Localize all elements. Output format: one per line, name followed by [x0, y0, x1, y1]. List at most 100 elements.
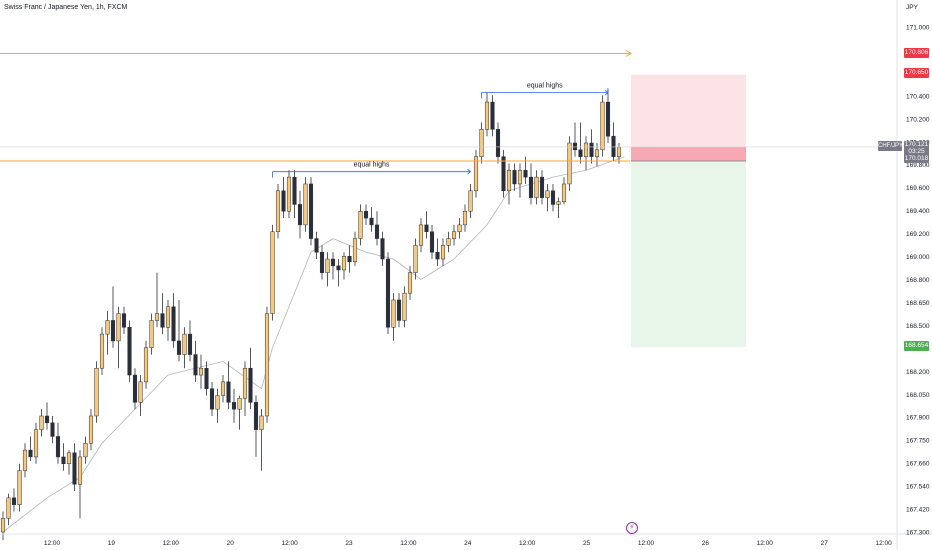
candle-body [589, 142, 594, 157]
candle-body [270, 231, 275, 314]
price-tick-label: 171.000 [906, 25, 930, 32]
price-tick-label: 167.540 [906, 484, 930, 491]
resistance-arrow [625, 50, 632, 57]
candle-body [22, 449, 28, 471]
candle-body [39, 415, 44, 430]
candle-body [127, 327, 132, 376]
candle-body [578, 149, 583, 157]
time-tick-label: 12:00 [757, 540, 774, 547]
candle-body [336, 265, 341, 271]
candle-body [33, 429, 39, 458]
candle-body [55, 436, 61, 458]
candle-body [11, 497, 17, 505]
symbol-label: CHF/JPY [878, 141, 904, 151]
candle-body [231, 402, 237, 410]
candle-body [105, 320, 110, 335]
candle-body [385, 258, 391, 328]
candle-body [314, 238, 319, 253]
candle-body [556, 201, 561, 205]
candle-body [528, 176, 534, 198]
candle-body [165, 306, 171, 328]
price-tick-label: 167.750 [906, 438, 930, 445]
candle-body [182, 333, 187, 355]
candle-body [391, 299, 396, 328]
price-lines: equal highs equal highs [0, 50, 897, 178]
current-price-label: 170.121 [904, 141, 929, 148]
candle-body [495, 129, 501, 157]
candle-body [545, 190, 550, 198]
moving-average-line [2, 156, 625, 533]
candle-body [281, 190, 286, 212]
candle-body [402, 292, 407, 321]
candle-body [286, 176, 292, 212]
candle-body [512, 170, 517, 185]
current-loss-zone [631, 146, 746, 162]
candle-body [435, 251, 440, 260]
candle-body [6, 497, 11, 519]
candle-body [583, 142, 589, 157]
candle-body [61, 456, 66, 465]
candle-body [567, 142, 572, 185]
candle-body [77, 456, 83, 485]
time-tick-label: 12:00 [400, 540, 417, 547]
candle-body [490, 101, 495, 130]
candle-body [297, 204, 303, 226]
candle-body [616, 146, 622, 157]
candle-body [534, 176, 539, 198]
lightning-icon[interactable]: ⚡ [626, 522, 638, 534]
entry-price-label: 170.018 [904, 155, 929, 162]
candle-body [242, 367, 248, 399]
time-tick-label: 23 [345, 540, 353, 547]
candle-body [303, 183, 308, 226]
price-tick-label: 168.650 [906, 300, 930, 307]
candle-body [457, 224, 462, 232]
equal-highs-arrow [467, 168, 472, 175]
time-tick-label: 12:00 [875, 540, 892, 547]
candle-body [501, 156, 506, 192]
candle-body [198, 367, 204, 376]
candle-body [259, 415, 264, 430]
candle-body [600, 101, 605, 151]
candle-body [193, 354, 198, 376]
time-tick-label: 19 [108, 540, 116, 547]
candle-body [264, 313, 270, 417]
price-tick-label: 167.420 [906, 507, 930, 514]
price-tick-label: 170.400 [906, 93, 930, 100]
price-tick-label: 168.800 [906, 277, 930, 284]
current-price-box: 170.121 03:25 170.018 [904, 141, 929, 163]
candle-body [83, 443, 88, 458]
candle-body [50, 422, 55, 437]
time-tick-label: 24 [464, 540, 472, 547]
target-zone [631, 161, 746, 348]
time-tick-label: 26 [702, 540, 710, 547]
candle-body [451, 231, 457, 239]
candle-body [517, 170, 523, 185]
candle-body [523, 170, 528, 178]
candle-body [143, 347, 149, 383]
candle-body [462, 211, 468, 226]
time-tick-label: 12:00 [44, 540, 61, 547]
candle-body [248, 367, 253, 403]
currency-label: JPY [906, 4, 919, 11]
time-tick-label: 25 [583, 540, 591, 547]
candle-body [187, 333, 193, 355]
price-tick-label: 167.900 [906, 415, 930, 422]
time-tick-label: 27 [821, 540, 829, 547]
candle-body [44, 415, 50, 424]
candle-body [506, 170, 512, 192]
candle-body [369, 217, 374, 226]
candle-body [171, 306, 176, 342]
candle-body [17, 470, 22, 505]
resistance-price-label: 170.806 [904, 48, 929, 58]
candle-body [341, 256, 347, 271]
candle-body [88, 415, 94, 444]
price-tick-label: 168.200 [906, 369, 930, 376]
chart-title: Swiss Franc / Japanese Yen, 1h, FXCM [4, 4, 128, 11]
time-tick-label: 12:00 [638, 540, 655, 547]
candle-body [154, 313, 160, 321]
price-tick-label: 167.300 [906, 530, 930, 537]
stop-price-label: 170.650 [904, 68, 929, 78]
candle-body [0, 518, 6, 533]
